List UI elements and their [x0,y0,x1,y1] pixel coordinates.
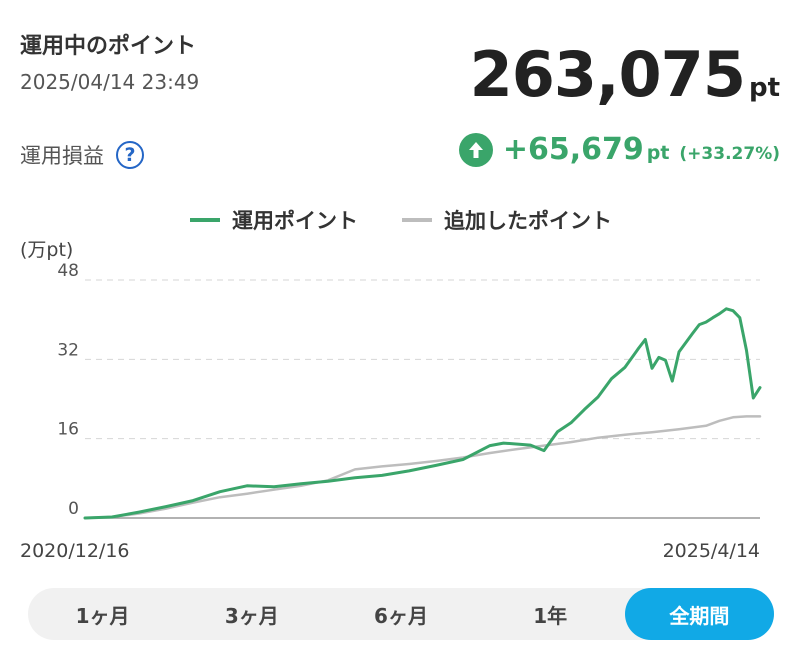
legend-item-added: 追加したポイント [402,205,612,235]
profit-unit: pt [646,142,670,164]
tab-1-year[interactable]: 1年 [533,603,568,628]
legend-swatch-managed [190,218,220,222]
chart-legend: 運用ポイント 追加したポイント [0,205,802,235]
page-title: 運用中のポイント [20,34,197,59]
y-tick-label-16: 16 [57,420,79,440]
profit-value: +65,679 [502,132,644,167]
points-unit: pt [748,73,780,103]
y-axis-unit-label: (万pt) [20,239,73,261]
legend-item-managed: 運用ポイント [190,205,358,235]
tab-3-months[interactable]: 3ヶ月 [224,603,279,628]
y-tick-label-32: 32 [57,340,79,360]
series-line-added-points [83,415,762,520]
tab-all-period[interactable]: 全期間 [624,588,775,640]
profit-display: +65,679 pt (+33.27%) [458,132,780,167]
tab-1-month[interactable]: 1ヶ月 [75,603,130,628]
line-chart: (万pt)48 32 16 0 [20,239,762,520]
y-tick-label-0: 0 [68,499,79,519]
points-display: 263,075 pt [470,38,780,111]
profit-label: 運用損益 [20,144,104,168]
timestamp: 2025/04/14 23:49 [20,70,200,94]
legend-label-managed: 運用ポイント [232,209,358,233]
profit-percent: (+33.27%) [679,144,780,164]
points-value: 263,075 [469,38,746,111]
legend-swatch-added [402,218,432,222]
arrow-up-icon [458,132,493,167]
period-tabs: 1ヶ月 3ヶ月 6ヶ月 1年 全期間 [28,588,775,640]
profit-label-row: 運用損益 ? [20,140,144,170]
tab-6-months[interactable]: 6ヶ月 [374,603,428,628]
question-icon[interactable]: ? [116,141,144,169]
legend-label-added: 追加したポイント [444,209,612,233]
x-axis-start-label: 2020/12/16 [20,540,130,562]
x-axis-end-label: 2025/4/14 [662,540,760,562]
y-tick-label-48: 48 [57,261,79,281]
series-line-managed-points [83,307,762,520]
